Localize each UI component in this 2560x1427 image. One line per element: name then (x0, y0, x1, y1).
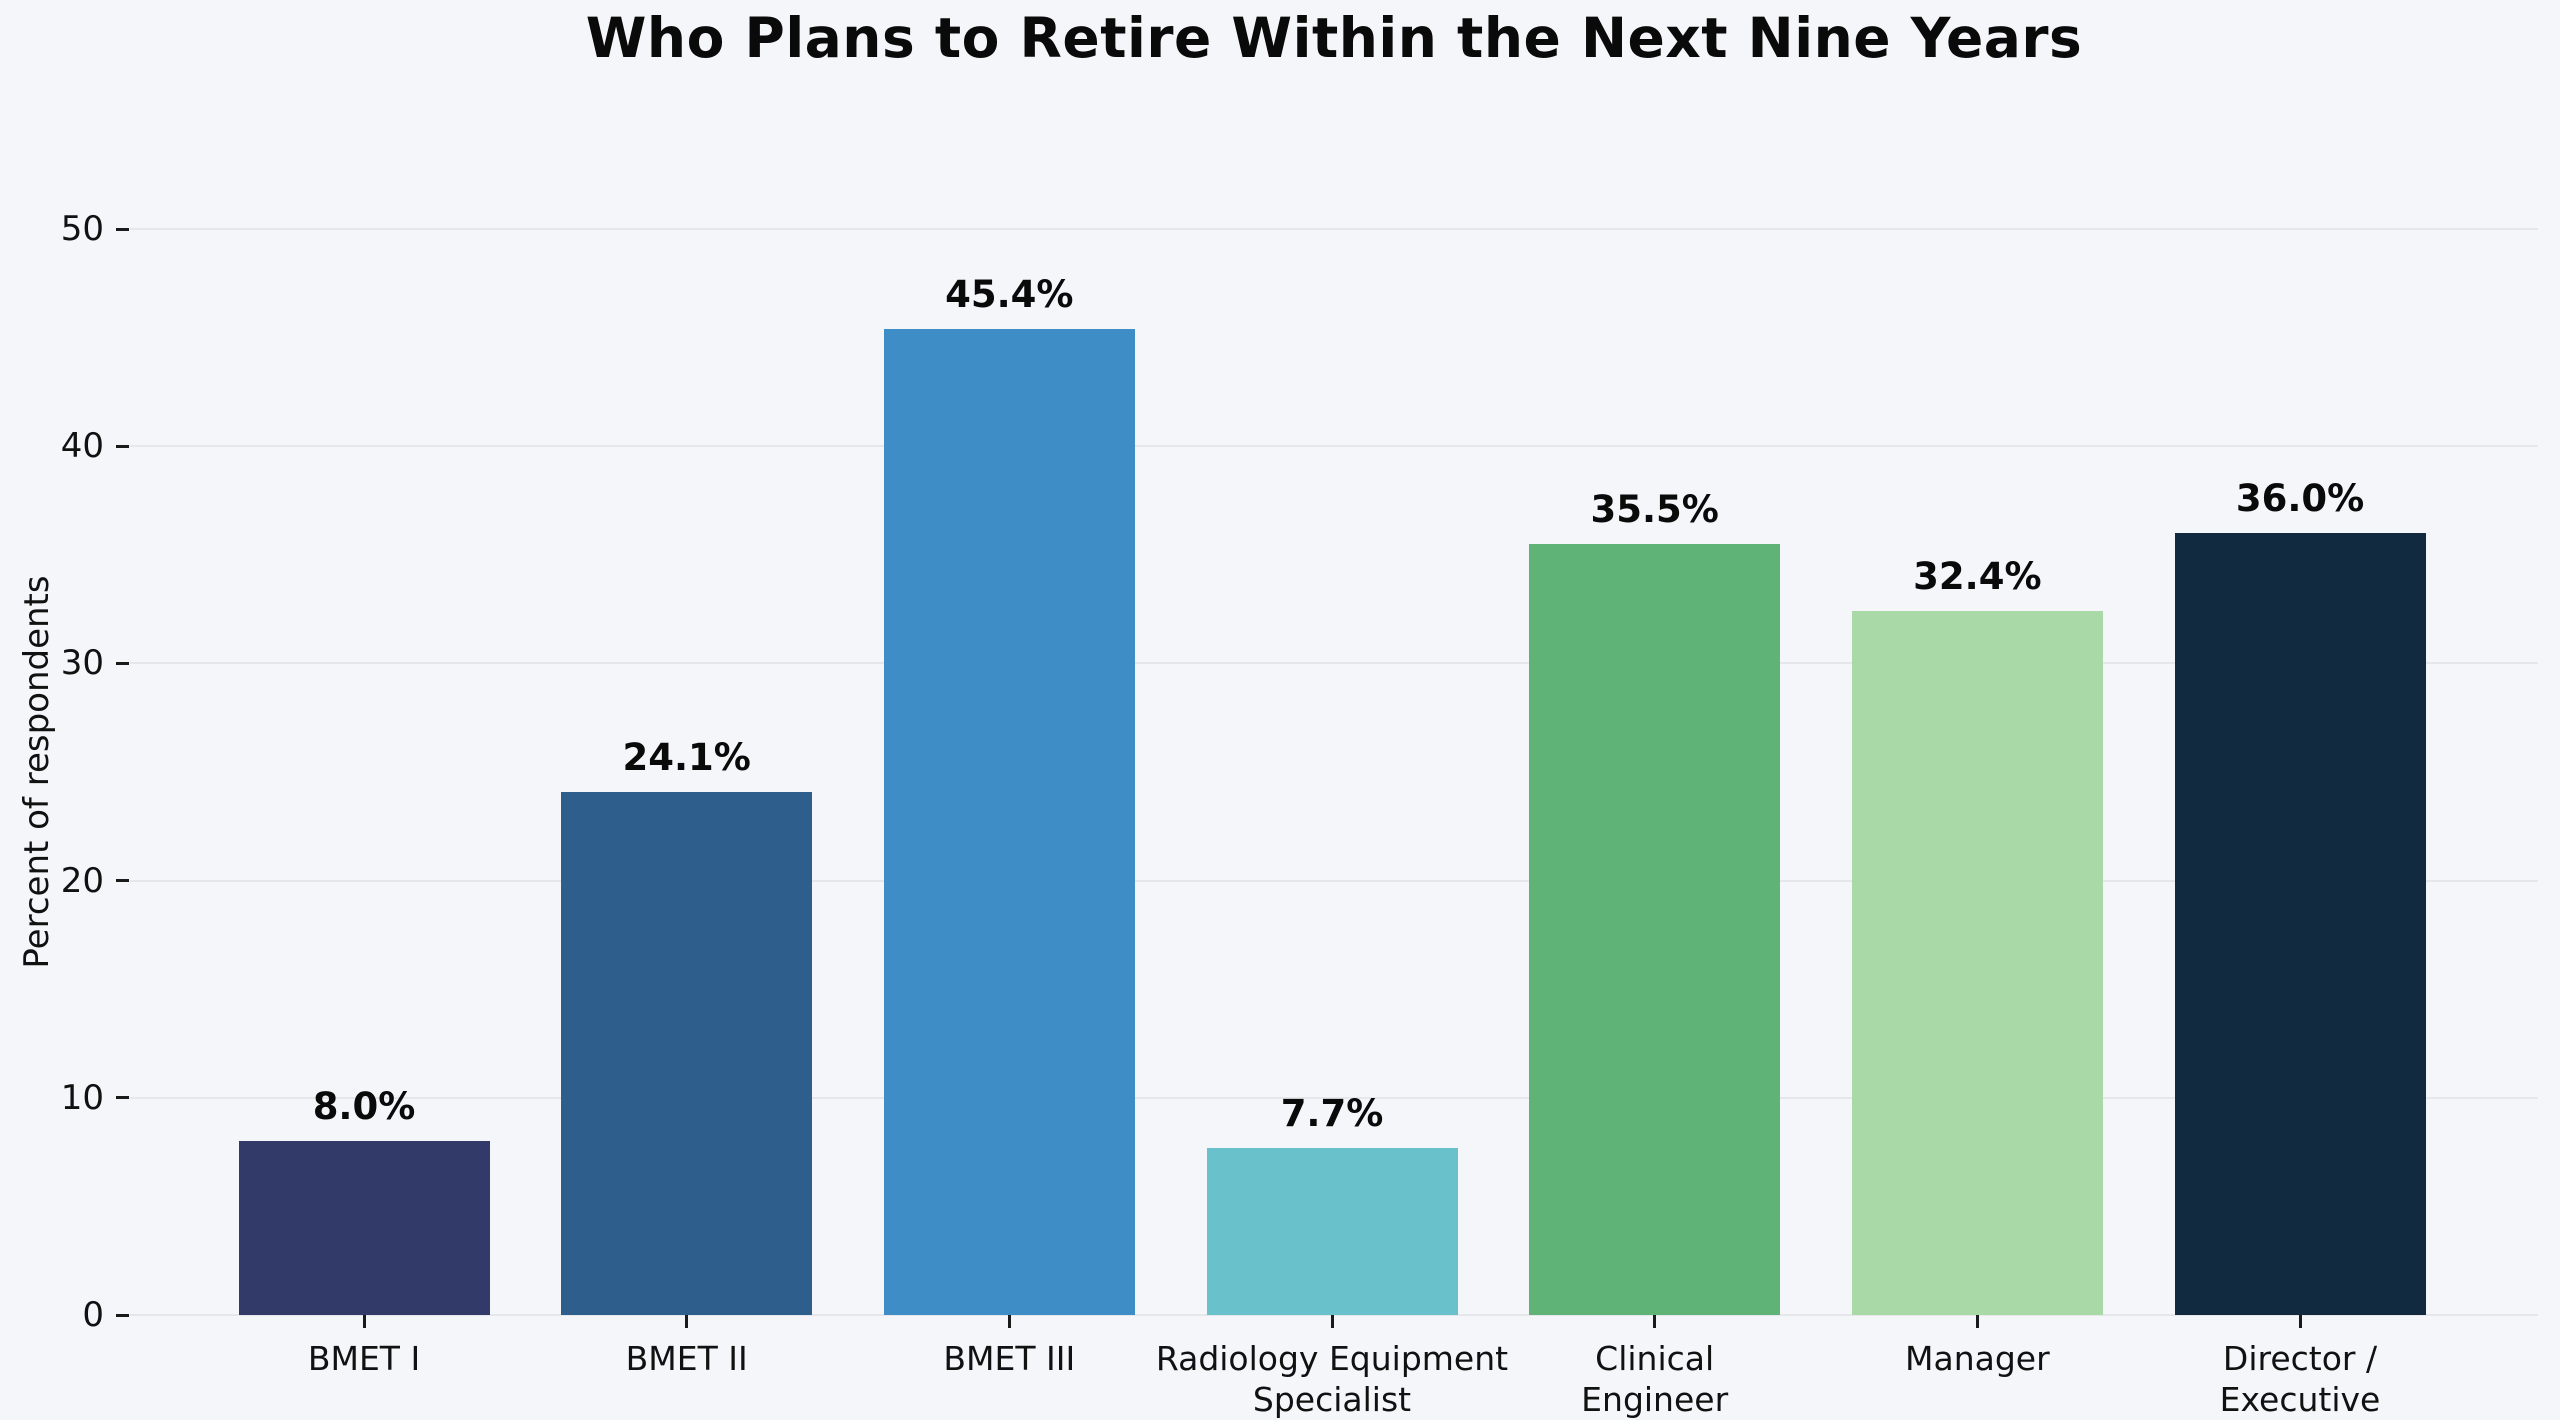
y-tick-label-20: 20 (60, 860, 104, 901)
x-tick-label-clinical-engineer: Clinical Engineer (1581, 1339, 1729, 1419)
x-tick-mark-manager (1975, 1315, 1979, 1328)
value-label-manager: 32.4% (1913, 555, 2042, 599)
bar-manager (1851, 611, 2103, 1315)
y-tick-mark-40 (116, 444, 129, 448)
x-tick-label-manager: Manager (1905, 1339, 2050, 1378)
y-tick-label-0: 0 (82, 1295, 104, 1335)
gridline-20 (130, 879, 2538, 882)
x-tick-mark-clinical-engineer (1653, 1315, 1657, 1328)
y-tick-label-10: 10 (60, 1077, 104, 1118)
value-label-bmet-ii: 24.1% (622, 735, 751, 779)
bar-clinical-engineer (1529, 543, 1781, 1315)
x-tick-label-radiology-equipment-specialist: Radiology Equipment Specialist (1155, 1339, 1509, 1419)
chart-title: Who Plans to Retire Within the Next Nine… (585, 6, 2083, 70)
x-tick-mark-bmet-iii (1007, 1315, 1011, 1328)
y-tick-mark-30 (116, 661, 129, 665)
x-tick-label-director-executive: Director / Executive (2219, 1339, 2381, 1419)
plot-area: 8.0% 24.1% 45.4% 7.7% 35.5% 32.4% 36.0% (130, 228, 2538, 1316)
y-tick-label-30: 30 (60, 643, 104, 684)
value-label-bmet-i: 8.0% (312, 1085, 416, 1129)
x-tick-mark-bmet-i (362, 1315, 366, 1328)
y-tick-mark-0 (116, 1313, 129, 1317)
bar-bmet-iii (883, 328, 1135, 1315)
bar-director-executive (2174, 533, 2426, 1315)
x-tick-mark-director-executive (2298, 1315, 2302, 1328)
bar-radiology-equipment-specialist (1206, 1147, 1458, 1315)
x-tick-label-bmet-iii: BMET III (943, 1339, 1076, 1378)
gridline-10 (130, 1096, 2538, 1099)
y-tick-mark-20 (116, 879, 129, 883)
gridline-50 (130, 228, 2538, 230)
gridline-0 (130, 1314, 2538, 1316)
x-tick-label-bmet-ii: BMET II (625, 1339, 748, 1378)
bar-bmet-i (238, 1141, 490, 1315)
x-tick-mark-radiology-equipment-specialist (1330, 1315, 1334, 1328)
y-axis-label: Percent of respondents (17, 575, 57, 969)
x-tick-label-bmet-i: BMET I (307, 1339, 421, 1378)
bottom-strip (0, 1420, 2560, 1427)
gridline-40 (130, 445, 2538, 448)
value-label-radiology-equipment-specialist: 7.7% (1280, 1091, 1384, 1135)
gridline-30 (130, 662, 2538, 665)
y-tick-mark-50 (116, 227, 129, 231)
value-label-bmet-iii: 45.4% (945, 272, 1074, 316)
x-tick-mark-bmet-ii (685, 1315, 689, 1328)
y-tick-label-40: 40 (60, 426, 104, 467)
y-tick-label-50: 50 (60, 209, 104, 249)
value-label-director-executive: 36.0% (2235, 477, 2365, 521)
y-tick-mark-10 (116, 1096, 129, 1100)
bar-bmet-ii (561, 791, 813, 1315)
value-label-clinical-engineer: 35.5% (1590, 487, 1719, 531)
